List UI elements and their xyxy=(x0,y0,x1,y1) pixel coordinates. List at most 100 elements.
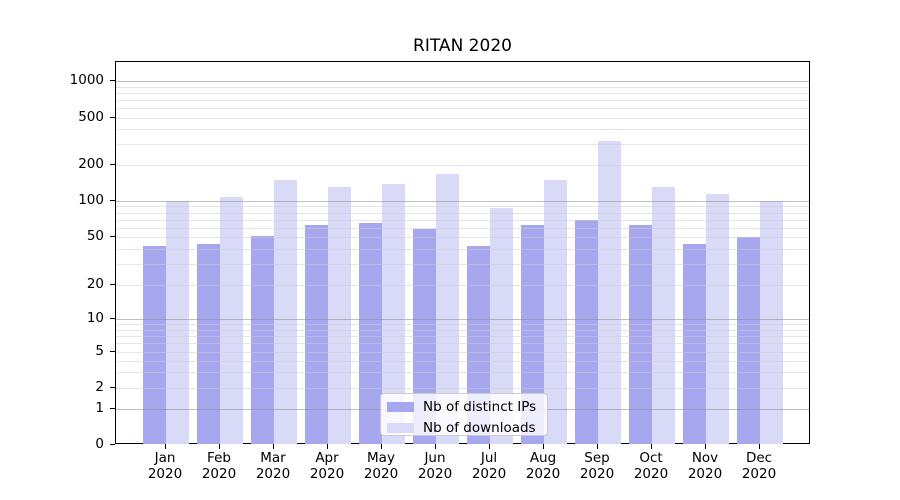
x-axis-tick-mark xyxy=(543,444,544,449)
x-axis-tick-label: Sep 2020 xyxy=(579,450,615,482)
y-axis-tick-mark xyxy=(110,318,115,319)
y-axis-tick-label: 2 xyxy=(95,379,104,395)
x-axis-tick-label: Feb 2020 xyxy=(201,450,237,482)
bar-downloads xyxy=(598,140,621,444)
bar-downloads xyxy=(328,186,351,444)
x-axis-tick-mark xyxy=(327,444,328,449)
bar-distinct-ips xyxy=(143,246,166,444)
x-axis-tick-mark xyxy=(165,444,166,449)
y-axis-tick-label: 100 xyxy=(78,192,104,208)
legend-swatch-distinct-ips xyxy=(387,402,414,412)
y-axis-tick-mark xyxy=(110,117,115,118)
y-axis-tick-label: 10 xyxy=(86,310,104,326)
x-axis-tick-label: May 2020 xyxy=(363,450,399,482)
bar-distinct-ips xyxy=(305,224,328,444)
legend: Nb of distinct IPs Nb of downloads xyxy=(380,393,548,436)
gridline-minor xyxy=(116,129,809,131)
gridline-minor xyxy=(116,248,809,250)
bar-downloads xyxy=(382,183,405,444)
gridline-minor xyxy=(116,343,809,345)
y-axis-tick-mark xyxy=(110,408,115,409)
bar-distinct-ips xyxy=(359,223,382,444)
gridline-minor xyxy=(116,285,809,286)
gridline-minor xyxy=(116,372,809,374)
y-axis-tick-mark xyxy=(110,236,115,237)
gridline-minor xyxy=(116,352,809,353)
x-axis-tick-label: Apr 2020 xyxy=(309,450,345,482)
y-axis-tick-mark xyxy=(110,284,115,285)
y-axis-tick-label: 0 xyxy=(95,436,104,452)
gridline-minor xyxy=(116,329,809,331)
gridline-minor xyxy=(116,219,809,221)
gridline-minor xyxy=(116,108,809,110)
gridline-minor xyxy=(116,100,809,102)
y-axis-tick-label: 1 xyxy=(95,400,104,416)
y-axis-tick-label: 200 xyxy=(78,156,104,172)
y-axis-tick-mark xyxy=(110,444,115,445)
x-axis-tick-mark xyxy=(759,444,760,449)
gridline-major xyxy=(116,319,809,320)
gridline-minor xyxy=(116,118,809,119)
legend-row-distinct-ips: Nb of distinct IPs xyxy=(387,399,547,415)
plot-area xyxy=(115,61,810,444)
x-axis-tick-label: Aug 2020 xyxy=(525,450,561,482)
gridline-minor xyxy=(116,92,809,94)
y-axis-tick-label: 5 xyxy=(95,343,104,359)
bar-downloads xyxy=(274,179,297,444)
gridline-minor xyxy=(116,388,809,389)
y-axis-tick-label: 500 xyxy=(78,109,104,125)
legend-row-downloads: Nb of downloads xyxy=(387,420,547,436)
x-axis-tick-label: Oct 2020 xyxy=(633,450,669,482)
x-axis-tick-mark xyxy=(489,444,490,449)
x-axis-tick-label: Jul 2020 xyxy=(471,450,507,482)
x-axis-tick-label: Mar 2020 xyxy=(255,450,291,482)
x-axis-tick-mark xyxy=(273,444,274,449)
gridline-minor xyxy=(116,212,809,214)
y-axis-tick-mark xyxy=(110,387,115,388)
gridline-minor xyxy=(116,227,809,229)
gridline-major xyxy=(116,81,809,82)
bar-downloads xyxy=(436,173,459,444)
bar-distinct-ips xyxy=(575,220,598,444)
gridline-minor xyxy=(116,206,809,208)
x-axis-tick-mark xyxy=(381,444,382,449)
bar-downloads xyxy=(760,201,783,444)
legend-label-downloads: Nb of downloads xyxy=(423,420,536,436)
bar-downloads xyxy=(490,207,513,444)
gridline-minor xyxy=(116,165,809,166)
bar-distinct-ips xyxy=(521,224,544,444)
x-axis-tick-mark xyxy=(705,444,706,449)
bar-distinct-ips xyxy=(251,235,274,444)
x-axis-tick-mark xyxy=(219,444,220,449)
bar-downloads xyxy=(166,201,189,444)
gridline-minor xyxy=(116,335,809,337)
y-axis-tick-mark xyxy=(110,351,115,352)
x-axis-tick-label: Nov 2020 xyxy=(687,450,723,482)
y-axis-tick-mark xyxy=(110,200,115,201)
legend-swatch-downloads xyxy=(387,423,414,433)
y-axis-tick-label: 50 xyxy=(86,228,104,244)
y-axis-tick-label: 1000 xyxy=(69,72,104,88)
chart-title: RITAN 2020 xyxy=(413,36,512,56)
y-axis-tick-mark xyxy=(110,80,115,81)
x-axis-tick-label: Jun 2020 xyxy=(417,450,453,482)
gridline-minor xyxy=(116,263,809,265)
y-axis-tick-mark xyxy=(110,164,115,165)
bar-distinct-ips xyxy=(629,224,652,444)
gridline-minor xyxy=(116,237,809,238)
x-axis-tick-label: Dec 2020 xyxy=(741,450,777,482)
y-axis-tick-label: 20 xyxy=(86,276,104,292)
x-axis-tick-label: Jan 2020 xyxy=(147,450,183,482)
bar-distinct-ips xyxy=(737,237,760,444)
bar-downloads xyxy=(220,197,243,444)
bar-downloads xyxy=(544,179,567,444)
gridline-minor xyxy=(116,324,809,326)
x-axis-tick-mark xyxy=(651,444,652,449)
legend-label-distinct-ips: Nb of distinct IPs xyxy=(423,399,537,415)
gridline-minor xyxy=(116,86,809,88)
gridline-minor xyxy=(116,360,809,362)
bar-downloads xyxy=(652,186,675,444)
gridline-major xyxy=(116,201,809,202)
x-axis-tick-mark xyxy=(597,444,598,449)
